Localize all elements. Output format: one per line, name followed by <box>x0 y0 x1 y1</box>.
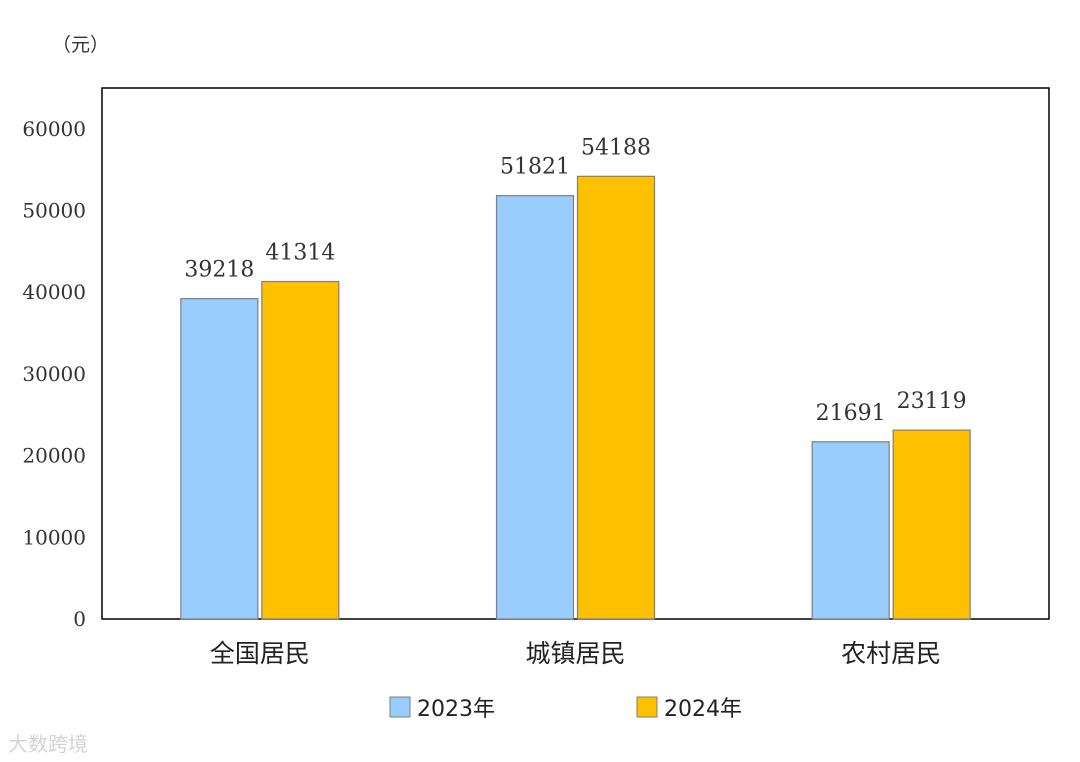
bar-series-2 <box>576 175 656 620</box>
y-tick-label: 0 <box>73 607 86 631</box>
bar-series-2 <box>261 280 340 620</box>
bar-value-label: 54188 <box>581 135 651 160</box>
bars: 39218 41314 51821 54188 21691 23119 <box>180 135 971 620</box>
y-tick-label: 30000 <box>22 362 86 386</box>
x-axis-categories: 全国居民 城镇居民 农村居民 <box>210 639 941 668</box>
bar-value-label: 21691 <box>816 401 886 426</box>
bar-value-label: 23119 <box>897 389 967 414</box>
legend-swatch <box>636 696 658 718</box>
bar-value-label: 39218 <box>184 258 254 283</box>
bar-series-1 <box>180 298 259 620</box>
bar-value-label: 51821 <box>500 155 570 180</box>
y-tick-label: 20000 <box>22 444 86 468</box>
legend-label: 2023年 <box>417 697 495 722</box>
y-axis: 0 10000 20000 30000 40000 50000 60000 <box>22 117 86 631</box>
y-tick-label: 50000 <box>22 199 86 223</box>
unit-label: （元） <box>52 34 110 56</box>
plot-frame <box>101 87 1050 620</box>
legend-swatch <box>389 696 411 718</box>
legend-label: 2024年 <box>664 697 742 722</box>
legend: 2023年 2024年 <box>389 696 742 722</box>
bar-value-label: 41314 <box>265 240 335 265</box>
y-tick-label: 60000 <box>22 117 86 141</box>
x-category-label: 城镇居民 <box>525 639 625 668</box>
bar-series-1 <box>811 441 890 620</box>
y-tick-label: 10000 <box>22 525 86 549</box>
x-category-label: 农村居民 <box>841 639 941 668</box>
bar-series-2 <box>892 429 971 620</box>
bar-series-1 <box>495 195 575 620</box>
y-tick-label: 40000 <box>22 280 86 304</box>
watermark-logo: 大数跨境 <box>8 732 88 756</box>
x-category-label: 全国居民 <box>210 639 310 668</box>
